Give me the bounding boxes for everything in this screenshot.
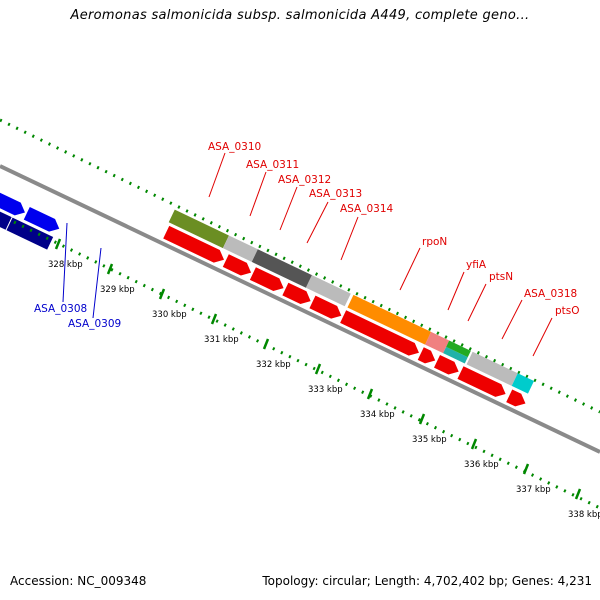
gene-label[interactable]: ptsN xyxy=(489,271,513,283)
cds-arrow[interactable] xyxy=(282,282,313,308)
accession-text: Accession: NC_009348 xyxy=(10,574,147,588)
scale-tick xyxy=(158,288,166,300)
cds-arrow[interactable] xyxy=(417,347,438,367)
gene-block-ptsn-green[interactable] xyxy=(446,340,471,358)
scale-tick xyxy=(366,388,374,400)
cds-arrow[interactable] xyxy=(457,366,508,400)
gene-label[interactable]: ASA_0314 xyxy=(340,203,394,215)
gene-arrow[interactable] xyxy=(23,206,63,235)
scale-tick-label: 332 kbp xyxy=(256,360,291,370)
label-leaders xyxy=(62,152,553,357)
cds-arrow[interactable] xyxy=(506,389,528,409)
cds-arrow[interactable] xyxy=(340,310,422,359)
cds-arrows-right-lower xyxy=(163,225,528,409)
scale-tick-label: 334 kbp xyxy=(360,410,395,420)
scale-tick xyxy=(418,413,426,425)
scale-tick-label: 331 kbp xyxy=(204,335,239,345)
gene-block-asa0311[interactable] xyxy=(222,235,258,262)
gene-arrows-left-upper xyxy=(0,184,63,235)
scale-tick-label: 335 kbp xyxy=(412,435,447,445)
scale-tick xyxy=(522,463,530,475)
cds-arrow[interactable] xyxy=(249,267,287,294)
scale-tick-label: 330 kbp xyxy=(152,310,187,320)
scale-tick-label: 329 kbp xyxy=(100,285,135,295)
gene-block[interactable] xyxy=(0,201,12,230)
cds-arrow[interactable] xyxy=(433,355,462,378)
scale-tick xyxy=(54,238,62,250)
gene-block-asa0312[interactable] xyxy=(251,249,312,288)
genome-backbone xyxy=(0,164,600,454)
gene-label[interactable]: yfiA xyxy=(466,259,487,271)
scale-tick xyxy=(314,363,322,375)
gene-label[interactable]: ASA_0308 xyxy=(34,303,87,315)
scale-tick-label: 336 kbp xyxy=(464,460,499,470)
cds-arrow[interactable] xyxy=(222,254,254,279)
scale-tick xyxy=(106,263,114,275)
gene-labels-right: ASA_0310 ASA_0311 ASA_0312 ASA_0313 ASA_… xyxy=(208,141,580,317)
gene-labels-left: ASA_0308 ASA_0309 xyxy=(34,303,121,330)
gene-block-ptsn-teal[interactable] xyxy=(443,346,468,364)
gene-band-left-lower xyxy=(0,201,54,250)
scale-tick-label: 338 kbp xyxy=(568,510,600,520)
map-title: Aeromonas salmonicida subsp. salmonicida… xyxy=(70,8,530,23)
scale-tick xyxy=(574,488,582,500)
scale-tick xyxy=(470,438,478,450)
cds-arrow[interactable] xyxy=(309,295,344,322)
outer-dotted-track xyxy=(0,118,600,414)
gene-block-rpon[interactable] xyxy=(347,294,432,345)
gene-label[interactable]: ASA_0311 xyxy=(246,159,299,171)
cds-arrow[interactable] xyxy=(163,225,227,266)
scale-dotted-line xyxy=(13,220,600,510)
gene-band-right-upper xyxy=(168,209,534,394)
gene-label[interactable]: ASA_0312 xyxy=(278,174,331,186)
gene-block-ptso[interactable] xyxy=(511,373,534,394)
gene-block[interactable] xyxy=(6,217,54,250)
scale-tick-label: 337 kbp xyxy=(516,485,551,495)
scale-tick xyxy=(262,338,270,350)
gene-label[interactable]: ASA_0318 xyxy=(524,288,577,300)
gene-block-asa0313[interactable] xyxy=(305,275,351,307)
gene-label[interactable]: ASA_0313 xyxy=(309,188,362,200)
gene-label[interactable]: ptsO xyxy=(555,305,580,317)
gene-block-asa0318[interactable] xyxy=(466,351,518,386)
gene-label[interactable]: rpoN xyxy=(422,236,447,248)
gene-block-yfia[interactable] xyxy=(425,331,450,354)
genome-summary: Topology: circular; Length: 4,702,402 bp… xyxy=(262,574,592,588)
scale-tick xyxy=(210,313,218,325)
gene-label[interactable]: ASA_0310 xyxy=(208,141,261,153)
gene-label[interactable]: ASA_0309 xyxy=(68,318,121,330)
scale-tick-label: 333 kbp xyxy=(308,385,343,395)
gene-block-asa0310[interactable] xyxy=(168,209,229,249)
gene-arrow[interactable] xyxy=(0,184,28,219)
